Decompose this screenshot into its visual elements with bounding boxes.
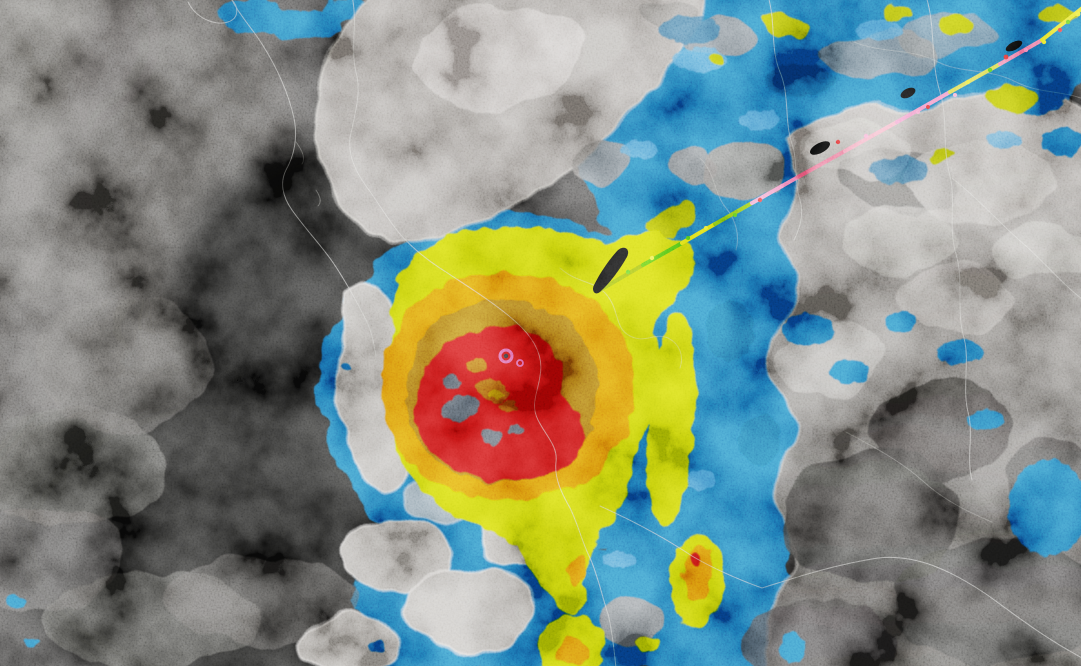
- orange-south-core: [556, 638, 588, 666]
- eye-center-dot: [503, 353, 509, 359]
